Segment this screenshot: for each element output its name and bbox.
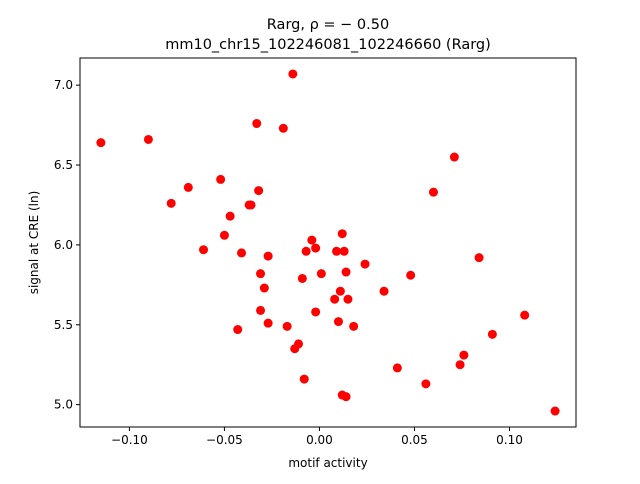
x-tick-label: 0.00 [306, 433, 333, 447]
data-point [219, 230, 229, 240]
data-point [297, 273, 307, 283]
data-point [96, 138, 106, 148]
y-tick-label: 7.0 [54, 78, 73, 92]
data-point [459, 350, 469, 360]
data-point [225, 211, 235, 221]
data-point [406, 270, 416, 280]
y-tick-label: 5.5 [54, 318, 73, 332]
data-point [428, 187, 438, 197]
data-point [341, 267, 351, 277]
chart-title-line1: Rarg, ρ = − 0.50 [267, 17, 389, 33]
y-axis-ticks: 5.0 5.5 6.0 6.5 7.0 [54, 78, 80, 412]
data-point [550, 406, 560, 416]
y-axis-label: signal at CRE (ln) [27, 191, 41, 295]
data-point [263, 251, 273, 261]
data-point [341, 392, 351, 402]
data-point [299, 374, 309, 384]
data-points [96, 69, 560, 416]
data-point [449, 152, 459, 162]
y-tick-label: 6.0 [54, 238, 73, 252]
data-point [349, 321, 359, 331]
data-point [335, 286, 345, 296]
data-point [282, 321, 292, 331]
data-point [216, 174, 226, 184]
data-point [330, 294, 340, 304]
data-point [237, 248, 247, 258]
x-tick-label: 0.10 [496, 433, 523, 447]
data-point [301, 246, 311, 256]
data-point [311, 243, 321, 253]
data-point [311, 307, 321, 317]
data-point [392, 363, 402, 373]
data-point [339, 246, 349, 256]
x-tick-label: 0.05 [401, 433, 428, 447]
data-point [360, 259, 370, 269]
data-point [259, 283, 269, 293]
data-point [246, 200, 256, 210]
y-tick-label: 6.5 [54, 158, 73, 172]
data-point [199, 245, 209, 255]
data-point [343, 294, 353, 304]
data-point [256, 305, 266, 315]
data-point [183, 182, 193, 192]
data-point [233, 325, 243, 335]
x-axis-label: motif activity [288, 456, 367, 470]
data-point [316, 269, 326, 279]
data-point [288, 69, 298, 79]
data-point [294, 339, 304, 349]
data-point [143, 134, 153, 144]
data-point [307, 235, 317, 245]
x-tick-label: −0.10 [111, 433, 148, 447]
data-point [474, 253, 484, 263]
data-point [421, 379, 431, 389]
data-point [379, 286, 389, 296]
data-point [263, 318, 273, 328]
data-point [254, 186, 264, 196]
data-point [333, 317, 343, 327]
data-point [166, 198, 176, 208]
data-point [520, 310, 530, 320]
data-point [487, 329, 497, 339]
data-point [252, 118, 262, 128]
y-tick-label: 5.0 [54, 398, 73, 412]
data-point [455, 360, 465, 370]
x-axis-ticks: −0.10 −0.05 0.00 0.05 0.10 [111, 427, 523, 447]
data-point [278, 123, 288, 133]
plot-frame [79, 57, 577, 428]
data-point [337, 229, 347, 239]
data-point [256, 269, 266, 279]
data-point [332, 246, 342, 256]
chart-title-line2: mm10_chr15_102246081_102246660 (Rarg) [165, 37, 491, 53]
x-tick-label: −0.05 [206, 433, 243, 447]
